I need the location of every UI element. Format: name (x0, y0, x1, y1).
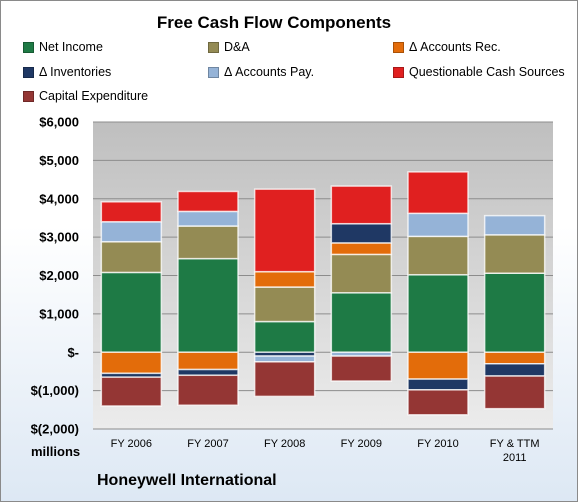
bar-segment (253, 286, 316, 323)
bar-segment (330, 292, 393, 353)
y-tick-label: $- (67, 345, 79, 360)
bar-segment (177, 351, 239, 371)
bar-segment (100, 351, 163, 375)
company-label: Honeywell International (97, 472, 277, 489)
legend-accounts-rec: Δ Accounts Rec. (393, 40, 501, 54)
bar-segment (253, 355, 316, 363)
x-tick-label: FY 2006 (111, 438, 152, 450)
legend-questionable: Questionable Cash Sources (393, 65, 565, 79)
bar-segment (253, 188, 316, 273)
x-tick-label: 2011 (503, 452, 527, 464)
bar-segment (177, 210, 239, 227)
bar-segment (407, 235, 469, 276)
bar-segment (330, 355, 393, 382)
y-tick-label: $(2,000) (31, 422, 79, 437)
legend-da: D&A (208, 40, 250, 54)
legend-swatch-da (208, 41, 219, 53)
legend-inventories: Δ Inventories (23, 65, 111, 79)
legend-swatch-inventories (23, 66, 34, 78)
bar-segment (177, 368, 239, 377)
legend-label-accounts-pay: Δ Accounts Pay. (224, 65, 315, 79)
bar-segment (253, 270, 316, 288)
legend-swatch-questionable (393, 66, 404, 78)
legend-label-net-income: Net Income (39, 40, 103, 54)
bar-segment (177, 374, 239, 406)
bar-segment (100, 240, 163, 274)
legend-swatch-net-income (23, 41, 34, 53)
bar-segment (253, 320, 316, 353)
y-tick-label: $5,000 (39, 153, 79, 168)
legend-net-income: Net Income (23, 40, 103, 54)
bars (100, 171, 546, 416)
legend-swatch-accounts-pay (208, 66, 219, 78)
y-tick-label: $4,000 (39, 191, 79, 206)
bar-segment (100, 221, 163, 243)
bar-segment (100, 376, 163, 407)
legend-label-accounts-rec: Δ Accounts Rec. (409, 40, 501, 54)
x-tick-label: FY 2010 (417, 438, 458, 450)
bar-segment (407, 351, 469, 380)
bar-segment (100, 271, 163, 353)
legend-swatch-accounts-rec (393, 41, 404, 53)
legend-label-questionable: Questionable Cash Sources (409, 65, 565, 79)
x-tick-label: FY 2008 (264, 438, 305, 450)
x-tick-label: FY 2009 (341, 438, 382, 450)
bar-segment (483, 234, 546, 274)
gridlines (93, 121, 553, 430)
bar-segment (330, 253, 393, 294)
legend-label-da: D&A (224, 40, 250, 54)
x-tick-label: FY 2007 (187, 438, 228, 450)
chart-title: Free Cash Flow Components (156, 13, 392, 32)
y-axis-ticks: $6,000 $5,000 $4,000 $3,000 $2,000 $1,000 $- $(… (31, 115, 79, 437)
bar-segment (330, 185, 393, 225)
y-tick-label: $6,000 (39, 115, 79, 130)
bar-segment (483, 375, 546, 410)
bar-segment (407, 212, 469, 238)
bar-segment (483, 272, 546, 354)
x-axis-ticks: FY 2006 FY 2007 FY 2008 FY 2009 FY 2010 FY & … (111, 438, 540, 464)
bar-segment (407, 389, 469, 416)
bar-segment (100, 201, 163, 223)
bar-segment (407, 378, 469, 391)
bar-segment (483, 363, 546, 377)
bar-segment (483, 214, 546, 236)
y-tick-label: $3,000 (39, 230, 79, 245)
bar-segment (177, 257, 239, 353)
legend-label-inventories: Δ Inventories (39, 65, 112, 79)
bar-segment (330, 222, 393, 244)
bar-segment (483, 351, 546, 365)
x-tick-label: FY & TTM (490, 438, 540, 450)
y-tick-label: $2,000 (39, 268, 79, 283)
bar-segment (177, 190, 239, 213)
legend-capex: Capital Expenditure (23, 89, 148, 103)
bar-segment (253, 361, 316, 398)
legend-accounts-pay: Δ Accounts Pay. (208, 65, 314, 79)
legend-swatch-capex (23, 90, 34, 102)
bar-segment (177, 225, 239, 260)
legend-label-capex: Capital Expenditure (39, 89, 149, 103)
unit-label: millions (31, 444, 81, 459)
bar-segment (407, 171, 469, 215)
y-tick-label: $(1,000) (31, 383, 79, 398)
y-tick-label: $1,000 (39, 306, 79, 321)
bar-segment (330, 242, 393, 256)
bar-segment (407, 273, 469, 354)
